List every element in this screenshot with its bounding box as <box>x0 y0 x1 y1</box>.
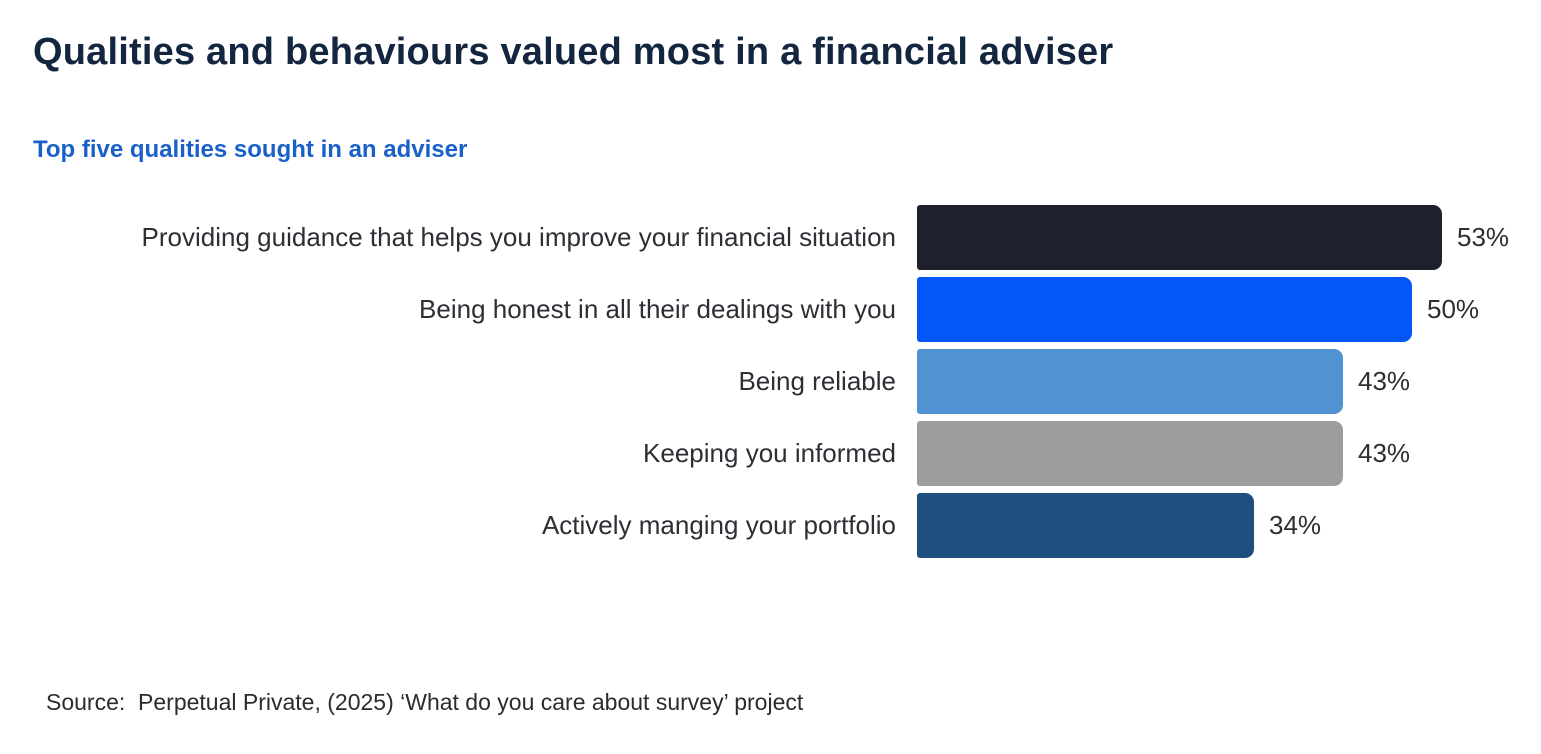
bar-chart: Providing guidance that helps you improv… <box>33 205 1523 565</box>
chart-row: Providing guidance that helps you improv… <box>33 205 1523 270</box>
bar <box>917 493 1254 558</box>
chart-row: Actively manging your portfolio 34% <box>33 493 1523 558</box>
bar-value: 43% <box>1358 366 1411 396</box>
bar <box>917 349 1343 414</box>
bar <box>917 421 1343 486</box>
chart-row: Keeping you informed 43% <box>33 421 1523 486</box>
chart-subtitle: Top five qualities sought in an adviser <box>33 136 468 163</box>
source-note: Source: Perpetual Private, (2025) ‘What … <box>46 689 804 715</box>
page-title: Qualities and behaviours valued most in … <box>33 31 1114 73</box>
bar-label: Keeping you informed <box>643 438 896 468</box>
bar <box>917 277 1412 342</box>
bar-label: Actively manging your portfolio <box>541 510 896 540</box>
bar-value: 50% <box>1427 294 1480 324</box>
bar-label: Being honest in all their dealings with … <box>419 294 896 324</box>
bar <box>917 205 1442 270</box>
bar-value: 43% <box>1358 438 1411 468</box>
chart-row: Being honest in all their dealings with … <box>33 277 1523 342</box>
bar-label: Being reliable <box>738 366 896 396</box>
bar-value: 53% <box>1457 222 1510 252</box>
bar-value: 34% <box>1269 510 1322 540</box>
chart-row: Being reliable 43% <box>33 349 1523 414</box>
bar-label: Providing guidance that helps you improv… <box>141 222 896 252</box>
